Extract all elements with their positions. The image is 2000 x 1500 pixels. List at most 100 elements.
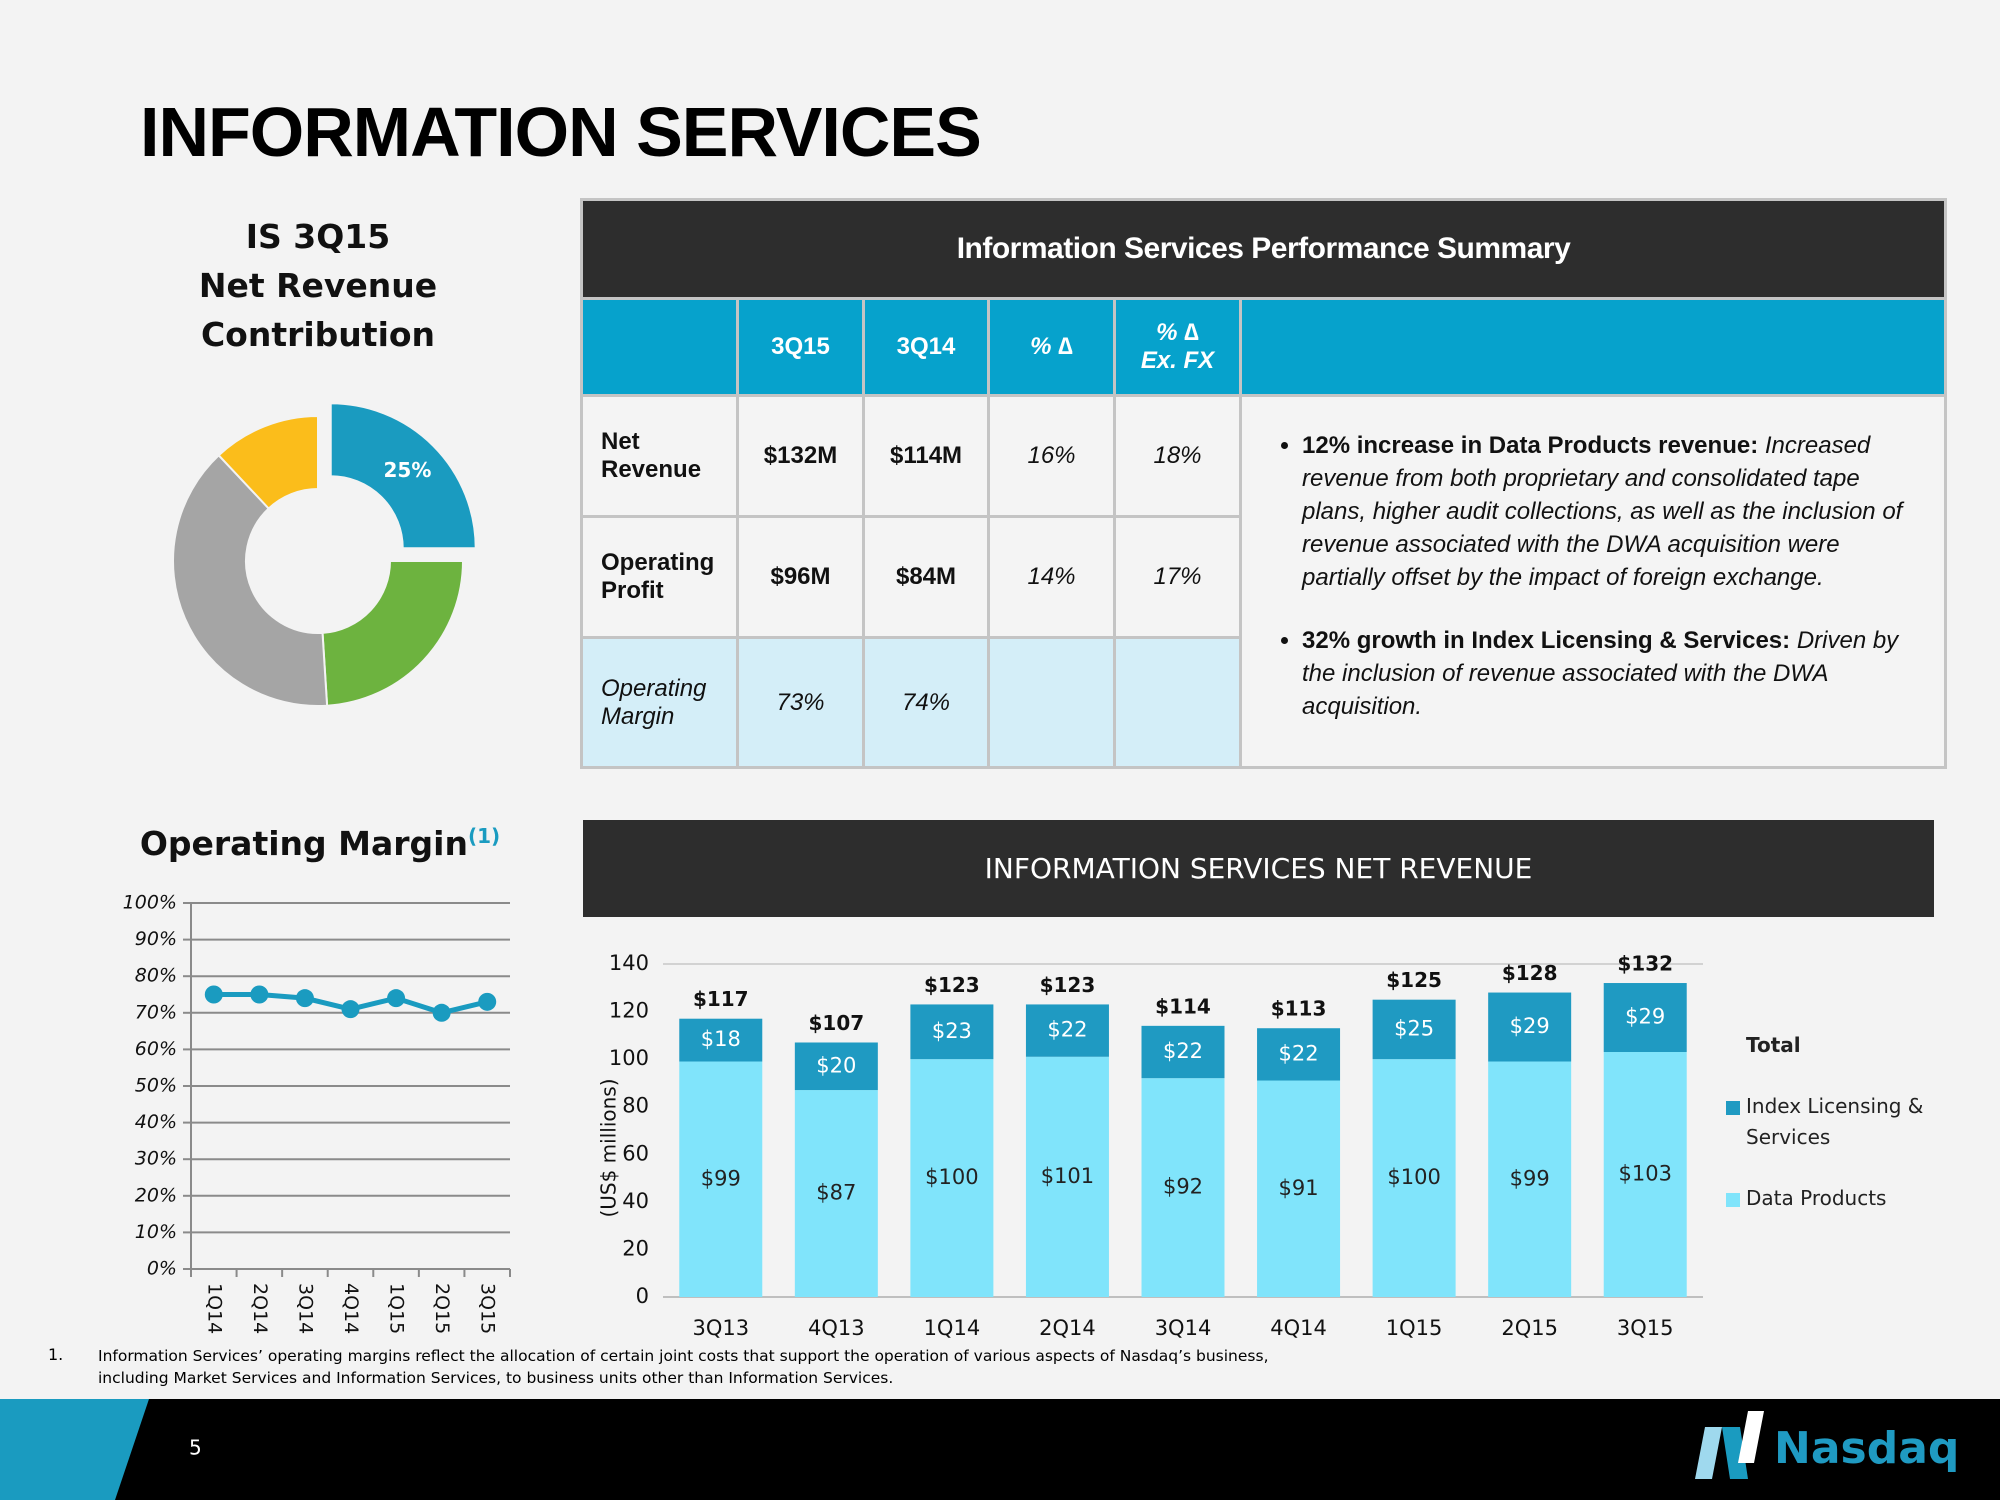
notes: 12% increase in Data Products revenue: I… <box>1266 429 1922 723</box>
bar-label: $100 <box>925 1165 978 1189</box>
bar-label: $20 <box>816 1053 856 1077</box>
bar-segment <box>910 1004 994 1060</box>
bar-label: $23 <box>932 1019 972 1043</box>
cell: $114M <box>862 394 990 518</box>
x-tick-label: 4Q13 <box>808 1316 865 1340</box>
logo-icon <box>1695 1411 1764 1479</box>
donut-slice <box>329 402 477 550</box>
legend: Total Index Licensing & Services Data Prod… <box>1726 1030 1936 1244</box>
marker <box>341 1000 360 1019</box>
bar-segment <box>1257 1080 1341 1297</box>
donut-title: IS 3Q15 Net Revenue Contribution <box>198 217 438 354</box>
bar-label: $92 <box>1163 1175 1203 1199</box>
y-tick-label: 60 <box>622 1141 649 1165</box>
y-tick-label: 0% <box>147 1258 177 1280</box>
x-tick-label: 3Q15 <box>1617 1316 1674 1340</box>
x-tick-label: 3Q14 <box>1155 1316 1212 1340</box>
note-lead: 12% increase in Data Products revenue: <box>1302 431 1759 459</box>
bar-label: $22 <box>1279 1041 1319 1065</box>
y-tick-label: 70% <box>135 1001 177 1023</box>
total-label: $132 <box>1617 952 1673 976</box>
bar-segment <box>794 1042 878 1091</box>
y-tick-label: 40 <box>622 1189 649 1213</box>
total-label: $123 <box>924 973 980 997</box>
y-tick-label: 0 <box>636 1284 649 1308</box>
header-cell: % ∆ <box>987 297 1116 397</box>
note-lead: 32% growth in Index Licensing & Services… <box>1302 626 1791 654</box>
header-cell <box>1239 297 1947 397</box>
legend-label: Data Products <box>1746 1186 1887 1210</box>
bar-label: $99 <box>701 1166 741 1190</box>
x-tick-label: 3Q14 <box>294 1283 316 1334</box>
bar-segment <box>1488 992 1572 1062</box>
y-tick-label: 60% <box>135 1038 177 1060</box>
total-label: $128 <box>1502 961 1558 985</box>
y-tick-label: 120 <box>609 999 649 1023</box>
cell: $132M <box>736 394 865 518</box>
legend-label: Total <box>1746 1033 1801 1057</box>
cell <box>987 636 1116 769</box>
legend-entry: Total <box>1726 1030 1936 1061</box>
marker <box>295 989 314 1008</box>
bar-label: $91 <box>1279 1176 1319 1200</box>
bar-segment <box>1603 983 1687 1053</box>
cell: 16% <box>987 394 1116 518</box>
bar-label: $18 <box>701 1027 741 1051</box>
page-number: 5 <box>189 1436 202 1460</box>
footer-bar <box>0 1399 2000 1500</box>
y-tick-label: 30% <box>135 1148 177 1170</box>
legend-swatch <box>1726 1193 1740 1207</box>
total-label: $113 <box>1271 997 1327 1021</box>
marker <box>478 992 497 1011</box>
donut-slice <box>321 560 465 707</box>
y-tick-label: 80% <box>135 965 177 987</box>
x-tick-label: 4Q14 <box>340 1283 362 1334</box>
legend-swatch <box>1726 1101 1740 1115</box>
bar-label: $103 <box>1618 1162 1671 1186</box>
y-tick-label: 100% <box>123 892 177 914</box>
total-label: $125 <box>1386 968 1442 992</box>
bar-segment <box>1141 1078 1225 1297</box>
header-cell: 3Q15 <box>736 297 865 397</box>
bar-segment <box>1025 1004 1109 1057</box>
cell: 74% <box>862 636 990 769</box>
marker <box>432 1003 451 1022</box>
bar-segment <box>1257 1028 1341 1081</box>
x-tick-label: 4Q14 <box>1270 1316 1327 1340</box>
cell: 14% <box>987 515 1116 639</box>
bar-segment <box>679 1061 763 1297</box>
line-title: Operating Margin(1) <box>130 824 510 863</box>
bar-label: $25 <box>1394 1016 1434 1040</box>
y-tick-label: 140 <box>609 951 649 975</box>
y-tick-label: 10% <box>135 1221 177 1243</box>
bar-segment <box>1603 1052 1687 1297</box>
donut-slice <box>217 414 319 510</box>
y-tick-label: 50% <box>135 1075 177 1097</box>
legend-label: Index Licensing & Services <box>1746 1094 1924 1149</box>
total-label: $114 <box>1155 994 1211 1018</box>
bar-segment <box>679 1018 763 1062</box>
footnote-number: 1. <box>48 1345 64 1364</box>
cell: $84M <box>862 515 990 639</box>
line-title-text: Operating Margin <box>139 824 468 863</box>
bar-label: $100 <box>1387 1165 1440 1189</box>
bar-segment <box>1488 1061 1572 1297</box>
y-tick-label: 40% <box>135 1111 177 1133</box>
bar-segment <box>1372 1059 1456 1297</box>
summary-table: Information Services Performance Summary… <box>580 198 1947 769</box>
header-cell <box>580 297 739 397</box>
bar-segment <box>1372 999 1456 1060</box>
footer: 5 Nasdaq <box>0 1399 2000 1500</box>
x-tick-label: 2Q14 <box>1039 1316 1096 1340</box>
bar-label: $101 <box>1041 1164 1094 1188</box>
x-tick-label: 2Q15 <box>1501 1316 1558 1340</box>
x-tick-label: 1Q14 <box>924 1316 981 1340</box>
row-label: Net Revenue <box>580 394 739 518</box>
note: 12% increase in Data Products revenue: I… <box>1302 429 1922 594</box>
notes-cell: 12% increase in Data Products revenue: I… <box>1239 394 1947 769</box>
page-title: INFORMATION SERVICES <box>140 93 982 171</box>
logo-text: Nasdaq <box>1774 1423 1959 1474</box>
x-tick-label: 1Q14 <box>203 1283 225 1334</box>
marker <box>204 985 223 1004</box>
